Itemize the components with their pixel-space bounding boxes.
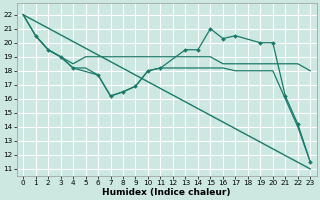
X-axis label: Humidex (Indice chaleur): Humidex (Indice chaleur) [102, 188, 231, 197]
